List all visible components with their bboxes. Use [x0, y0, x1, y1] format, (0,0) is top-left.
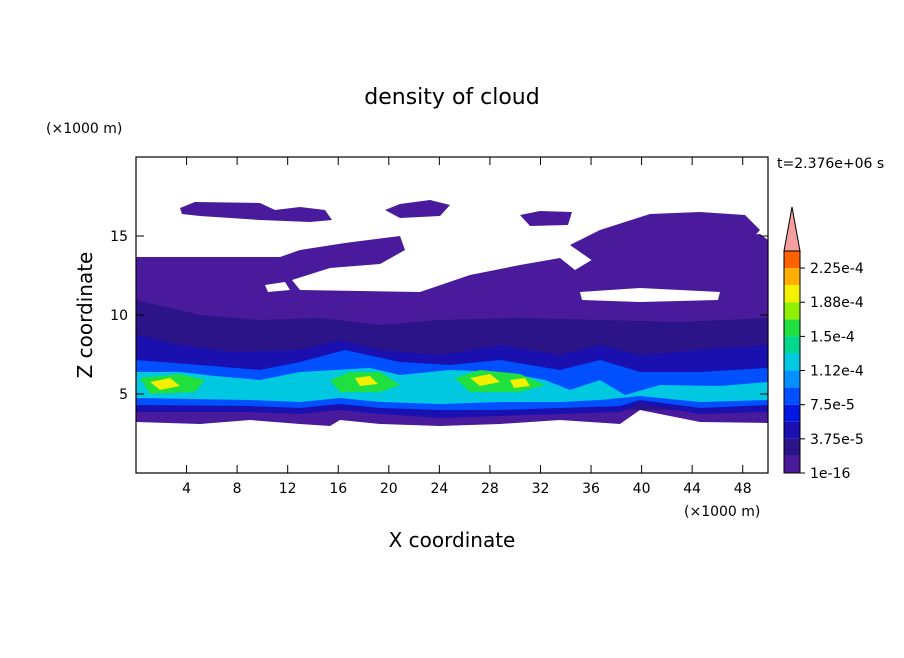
colorbar-band	[784, 268, 800, 286]
colorbar-band	[784, 455, 800, 473]
colorbar-band	[784, 251, 800, 269]
x-tick-label: 24	[430, 481, 448, 497]
x-unit: (×1000 m)	[684, 504, 760, 520]
x-axis-label: X coordinate	[389, 528, 516, 552]
colorbar-band	[784, 421, 800, 439]
colorbar-band	[784, 353, 800, 371]
contour-region	[140, 370, 545, 394]
contour-region	[180, 202, 332, 222]
y-tick-label: 5	[119, 387, 128, 403]
x-tick-label: 44	[683, 481, 701, 497]
colorbar-tick-label: 1.5e-4	[810, 329, 855, 345]
contour-region	[228, 282, 720, 362]
colorbar-band	[784, 319, 800, 337]
x-tick-label: 16	[329, 481, 347, 497]
x-tick-label: 12	[279, 481, 297, 497]
colorbar-frame	[783, 250, 801, 474]
x-tick-label: 40	[633, 481, 651, 497]
y-unit: (×1000 m)	[46, 121, 122, 137]
contour-region	[136, 368, 768, 404]
contour-field	[136, 200, 768, 426]
colorbar-extend	[783, 206, 801, 252]
colorbar-tick-label: 1.12e-4	[810, 364, 864, 380]
colorbar-band	[784, 404, 800, 422]
colorbar-tick-label: 3.75e-5	[810, 432, 864, 448]
colorbar-tick-label: 1.88e-4	[810, 295, 864, 311]
y-tick-label: 15	[110, 229, 128, 245]
chart-title: density of cloud	[364, 85, 539, 110]
x-tick-label: 20	[380, 481, 398, 497]
colorbar-band	[784, 285, 800, 303]
colorbar-band	[784, 302, 800, 320]
x-tick-label: 28	[481, 481, 499, 497]
colorbar-tick-label: 2.25e-4	[810, 261, 864, 277]
contour-region	[520, 211, 572, 226]
y-tick-label: 10	[110, 308, 128, 324]
x-tick-label: 4	[182, 481, 191, 497]
contour-region	[570, 212, 760, 266]
y-axis-label: Z coordinate	[73, 252, 97, 379]
x-tick-label: 36	[582, 481, 600, 497]
colorbar-band	[784, 336, 800, 354]
x-tick-label: 48	[734, 481, 752, 497]
colorbar-band	[784, 370, 800, 388]
contour-region	[385, 200, 450, 218]
x-tick-label: 32	[532, 481, 550, 497]
colorbar-tick-label: 1e-16	[810, 466, 850, 482]
colorbar-band	[784, 438, 800, 456]
contour-region	[150, 374, 530, 390]
colorbar-tick-label: 7.5e-5	[810, 398, 855, 414]
x-tick-label: 8	[233, 481, 242, 497]
colorbar-band	[784, 387, 800, 405]
time-label: t=2.376e+06 s	[777, 156, 884, 172]
